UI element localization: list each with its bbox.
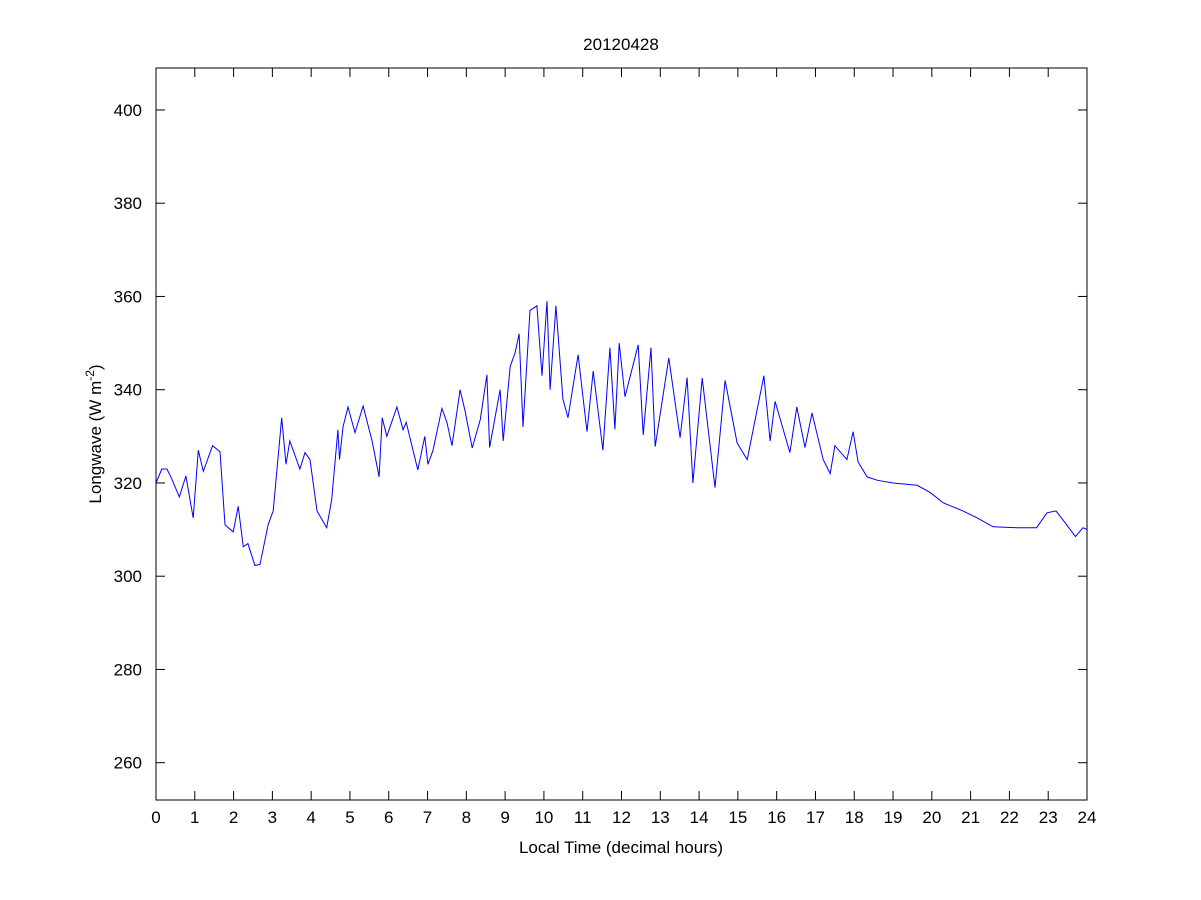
x-axis-label: Local Time (decimal hours) bbox=[519, 838, 723, 857]
y-tick-label: 320 bbox=[114, 474, 142, 493]
x-tick-label: 15 bbox=[728, 808, 747, 827]
y-tick-label: 400 bbox=[114, 101, 142, 120]
x-tick-label: 0 bbox=[151, 808, 160, 827]
y-tick-label: 360 bbox=[114, 287, 142, 306]
x-tick-label: 12 bbox=[612, 808, 631, 827]
longwave-series-line bbox=[155, 301, 1088, 567]
x-tick-label: 18 bbox=[845, 808, 864, 827]
x-tick-label: 16 bbox=[767, 808, 786, 827]
axes-box bbox=[155, 67, 1088, 801]
chart-title: 20120428 bbox=[583, 35, 659, 54]
y-tick-label: 340 bbox=[114, 381, 142, 400]
x-tick-label: 19 bbox=[884, 808, 903, 827]
y-axis-label-exponent: -2 bbox=[83, 370, 97, 381]
y-tick-label: 280 bbox=[114, 660, 142, 679]
x-tick-label: 17 bbox=[806, 808, 825, 827]
y-tick-label: 260 bbox=[114, 754, 142, 773]
x-tick-label: 22 bbox=[1000, 808, 1019, 827]
x-tick-label: 2 bbox=[229, 808, 238, 827]
x-tick-label: 5 bbox=[345, 808, 354, 827]
x-tick-label: 7 bbox=[423, 808, 432, 827]
x-tick-label: 3 bbox=[268, 808, 277, 827]
x-tick-label: 13 bbox=[651, 808, 670, 827]
y-tick-label: 380 bbox=[114, 194, 142, 213]
x-tick-label: 10 bbox=[534, 808, 553, 827]
x-tick-label: 21 bbox=[961, 808, 980, 827]
x-tick-label: 1 bbox=[190, 808, 199, 827]
y-axis-label-close: ) bbox=[86, 364, 105, 370]
y-tick-label: 300 bbox=[114, 567, 142, 586]
y-axis-label-main: Longwave (W m bbox=[86, 381, 105, 504]
axis-ticks: 0 1 2 3 4 5 6 7 8 9 10 11 12 13 14 15 16 17 18 19 20 21 22 23 24… bbox=[114, 68, 1097, 827]
y-axis-label: Longwave (W m-2) bbox=[83, 364, 105, 503]
x-tick-label: 14 bbox=[690, 808, 709, 827]
x-tick-label: 24 bbox=[1078, 808, 1097, 827]
x-tick-label: 23 bbox=[1039, 808, 1058, 827]
x-tick-label: 11 bbox=[574, 808, 592, 827]
x-tick-label: 8 bbox=[462, 808, 471, 827]
x-tick-label: 9 bbox=[500, 808, 509, 827]
x-tick-label: 4 bbox=[306, 808, 315, 827]
x-tick-label: 6 bbox=[384, 808, 393, 827]
x-tick-label: 20 bbox=[922, 808, 941, 827]
